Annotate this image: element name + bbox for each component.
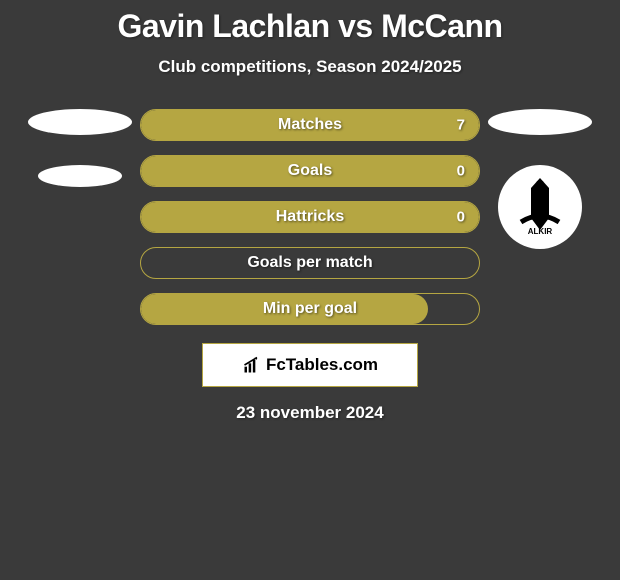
stat-label: Matches	[278, 116, 342, 134]
footer-logo-text: FcTables.com	[266, 355, 378, 375]
right-club-badge: ALKIR	[498, 165, 582, 249]
stat-label: Hattricks	[276, 208, 344, 226]
chart-icon	[242, 354, 262, 376]
stats-bars: Matches 7 Goals 0 Hattricks 0 Goals per …	[140, 109, 480, 325]
footer-date: 23 november 2024	[0, 403, 620, 423]
stat-bar-goals: Goals 0	[140, 155, 480, 187]
right-player-avatar	[488, 109, 592, 135]
left-player-avatar	[28, 109, 132, 135]
stat-value: 0	[457, 209, 465, 226]
left-club-avatar	[38, 165, 122, 187]
stat-bar-min-per-goal: Min per goal	[140, 293, 480, 325]
stat-value: 0	[457, 163, 465, 180]
comparison-card: Gavin Lachlan vs McCann Club competition…	[0, 0, 620, 431]
footer-logo-box: FcTables.com	[202, 343, 418, 387]
stat-bar-hattricks: Hattricks 0	[140, 201, 480, 233]
svg-text:ALKIR: ALKIR	[528, 227, 553, 236]
stat-bar-matches: Matches 7	[140, 109, 480, 141]
page-title: Gavin Lachlan vs McCann	[0, 8, 620, 45]
stat-bar-goals-per-match: Goals per match	[140, 247, 480, 279]
left-player-column	[28, 109, 132, 187]
falkirk-badge-icon: ALKIR	[505, 172, 575, 242]
stat-label: Min per goal	[263, 300, 357, 318]
main-row: Matches 7 Goals 0 Hattricks 0 Goals per …	[0, 109, 620, 325]
stat-label: Goals	[288, 162, 332, 180]
right-player-column: ALKIR	[488, 109, 592, 249]
stat-value: 7	[457, 117, 465, 134]
season-subtitle: Club competitions, Season 2024/2025	[0, 57, 620, 77]
stat-label: Goals per match	[247, 254, 372, 272]
